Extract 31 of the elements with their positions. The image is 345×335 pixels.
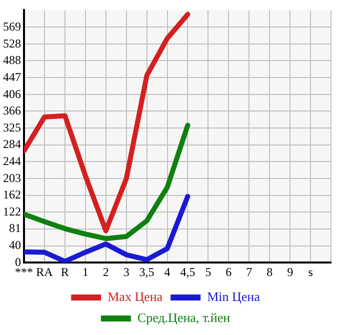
x-tick-label: 4,5: [180, 264, 196, 279]
x-tick-label: R: [60, 264, 69, 279]
y-tick-label: 366: [3, 103, 21, 118]
x-tick-label: 5: [205, 264, 212, 279]
y-tick-label: 488: [3, 52, 21, 67]
y-tick-label: 325: [3, 120, 21, 134]
y-tick-label: 122: [3, 204, 21, 218]
legend-label: Min Цена: [207, 288, 260, 304]
y-tick-label: 406: [3, 86, 21, 101]
x-tick-label: 9: [287, 264, 294, 279]
y-tick-label: 162: [3, 188, 21, 202]
x-tick-label: 7: [246, 264, 252, 279]
y-tick-label: 244: [3, 154, 21, 168]
y-tick-label: 203: [3, 170, 21, 185]
x-tick-label: 1: [82, 264, 88, 279]
x-tick-label: 3,5: [139, 264, 154, 279]
y-tick-label: 284: [3, 137, 21, 152]
y-tick-label: 569: [3, 19, 21, 34]
y-tick-label: 40: [9, 238, 21, 252]
x-tick-label: 3: [123, 264, 130, 279]
x-tick-label: 2: [102, 264, 109, 279]
legend-label: Max Цена: [108, 288, 163, 304]
y-tick-label: 447: [3, 70, 21, 84]
x-tick-label: 6: [226, 264, 232, 279]
x-tick-label: 8: [266, 264, 273, 279]
x-tick-label: s: [308, 264, 314, 279]
y-tick-label: 81: [9, 221, 21, 236]
x-tick-label: RA: [36, 264, 54, 279]
y-tick-label: 528: [3, 36, 21, 50]
x-tick-label: 4: [164, 264, 170, 279]
legend-label: Сред.Цена, т.йен: [137, 310, 230, 325]
